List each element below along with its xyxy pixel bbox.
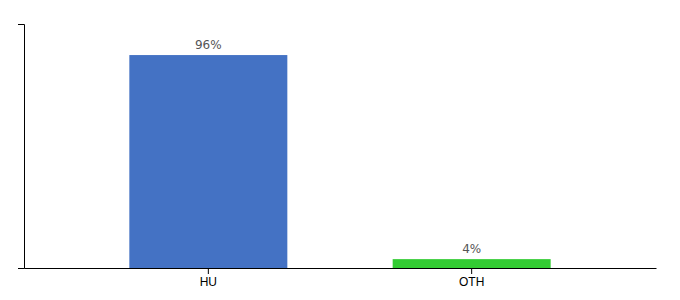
- x-tick: OTH: [459, 268, 484, 289]
- bar: [393, 259, 551, 268]
- x-tick-label: HU: [200, 275, 217, 289]
- bar: [129, 55, 287, 268]
- data-label: 96%: [195, 38, 222, 52]
- data-label: 4%: [462, 242, 481, 256]
- bars: [129, 55, 550, 268]
- x-tick-mark: [471, 268, 472, 274]
- x-axis-line: [25, 268, 657, 269]
- x-axis: HU OTH: [25, 268, 657, 289]
- chart: HU OTH 96% 4%: [0, 0, 680, 300]
- data-labels: 96% 4%: [195, 38, 481, 256]
- y-axis: [18, 25, 25, 269]
- x-tick: HU: [200, 268, 217, 289]
- x-tick-label: OTH: [459, 275, 484, 289]
- x-tick-mark: [208, 268, 209, 274]
- y-axis-line: [18, 25, 25, 269]
- plot: HU OTH 96% 4%: [18, 25, 657, 289]
